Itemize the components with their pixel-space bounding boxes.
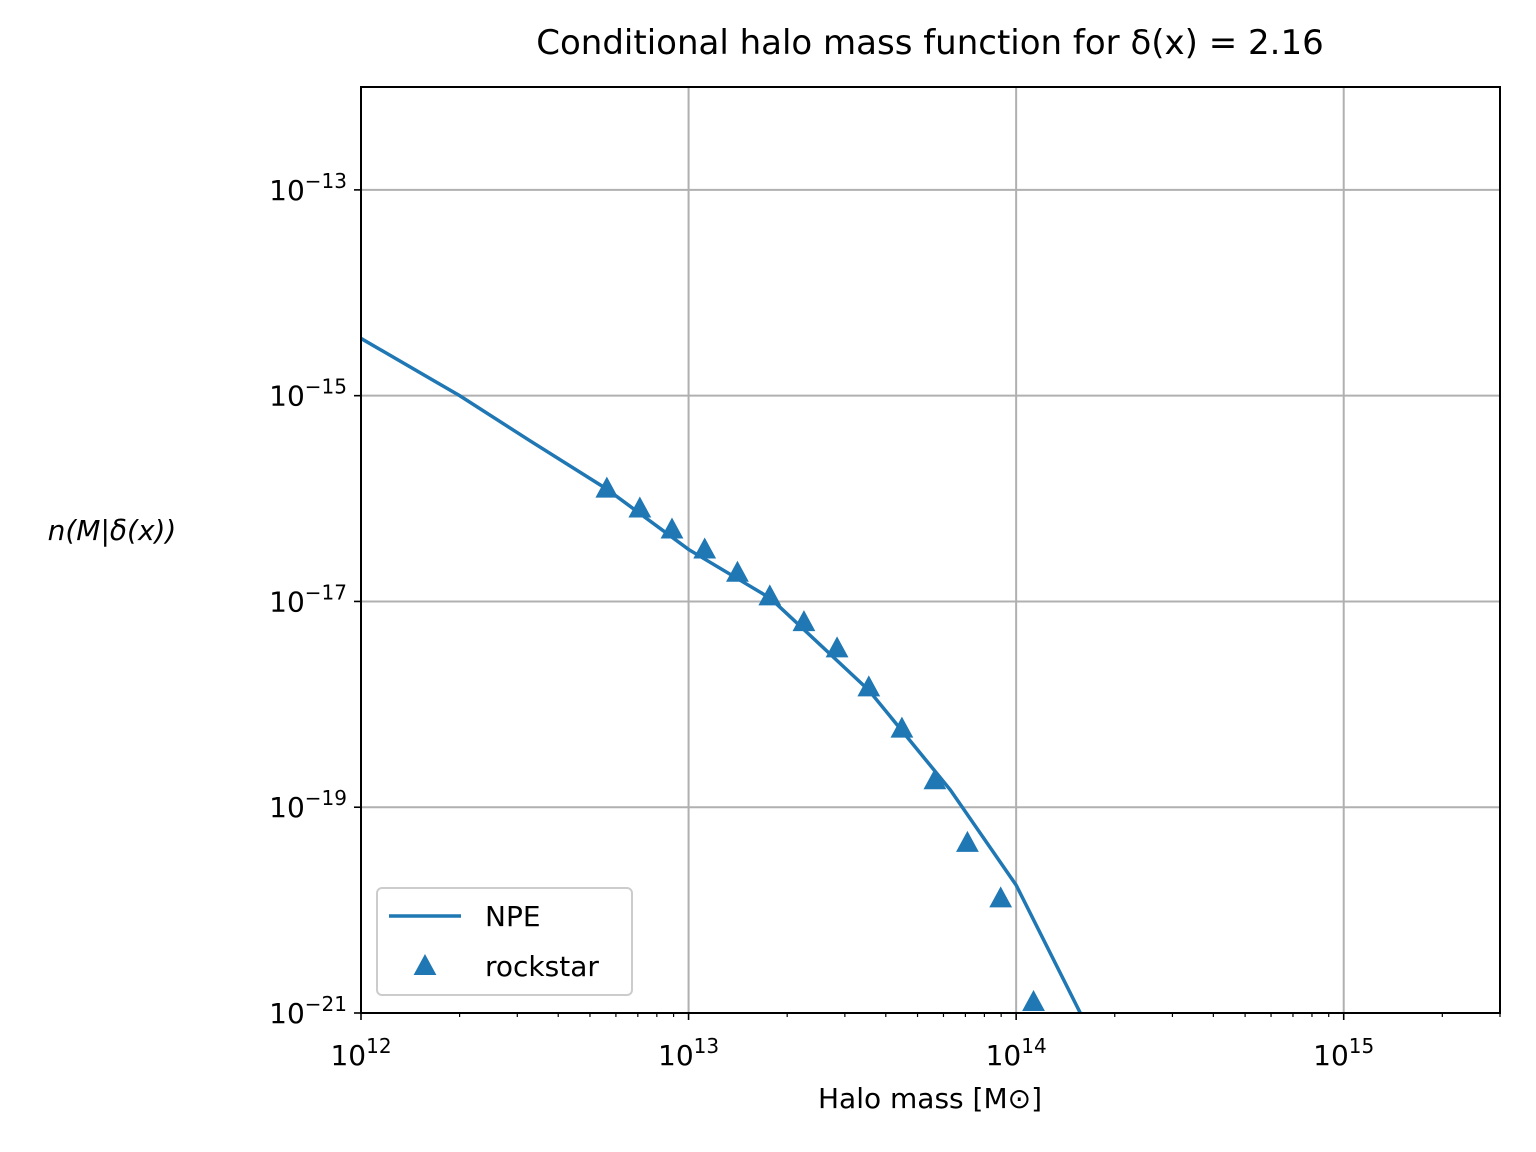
rockstar-marker: [726, 560, 749, 582]
x-tick-label: 1014: [986, 1034, 1047, 1072]
x-tick-label: 1013: [658, 1034, 719, 1072]
y-tick-label: 10−15: [269, 375, 347, 413]
rockstar-marker: [758, 584, 782, 606]
chart-title: Conditional halo mass function for δ(x) …: [536, 23, 1323, 63]
y-axis-label: n(M|δ(x)): [48, 514, 177, 547]
y-tick-label: 10−19: [269, 786, 347, 824]
x-tick-label: 1012: [330, 1034, 391, 1072]
legend-label: NPE: [485, 900, 541, 933]
legend-marker: [413, 954, 437, 975]
rockstar-marker: [989, 886, 1013, 908]
rockstar-marker: [825, 636, 849, 658]
rockstar-marker: [792, 610, 816, 632]
y-tick-label: 10−13: [269, 169, 347, 207]
y-tick-label: 10−21: [269, 992, 347, 1030]
rockstar-marker: [1022, 989, 1045, 1011]
x-tick-label: 1015: [1313, 1034, 1374, 1072]
npe-line: [361, 336, 1082, 1013]
rockstar-marker: [956, 830, 979, 852]
rockstar-marker: [660, 517, 684, 539]
legend-label: rockstar: [485, 950, 599, 983]
rockstar-marker: [693, 537, 717, 559]
rockstar-marker: [628, 496, 652, 518]
rockstar-marker: [595, 476, 619, 498]
rockstar-marker: [857, 675, 881, 697]
y-tick-label: 10−17: [269, 580, 347, 618]
rockstar-marker: [890, 716, 914, 738]
plot-area: [361, 336, 1082, 1013]
plot-frame: [360, 86, 1501, 1014]
rockstar-marker: [923, 768, 947, 790]
x-axis-label: Halo mass [M⊙]: [818, 1082, 1042, 1115]
